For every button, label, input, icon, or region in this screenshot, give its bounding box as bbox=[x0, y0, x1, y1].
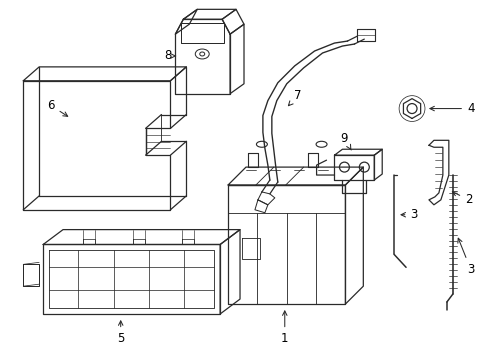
Text: 5: 5 bbox=[117, 321, 124, 345]
Text: 6: 6 bbox=[47, 99, 67, 116]
Text: 4: 4 bbox=[429, 102, 473, 115]
Text: 2: 2 bbox=[451, 192, 471, 206]
Text: 7: 7 bbox=[288, 89, 301, 106]
Text: 9: 9 bbox=[340, 132, 350, 150]
Text: 3: 3 bbox=[457, 238, 473, 276]
Text: 8: 8 bbox=[164, 49, 175, 63]
Text: 1: 1 bbox=[281, 311, 288, 345]
Text: 3: 3 bbox=[400, 208, 417, 221]
